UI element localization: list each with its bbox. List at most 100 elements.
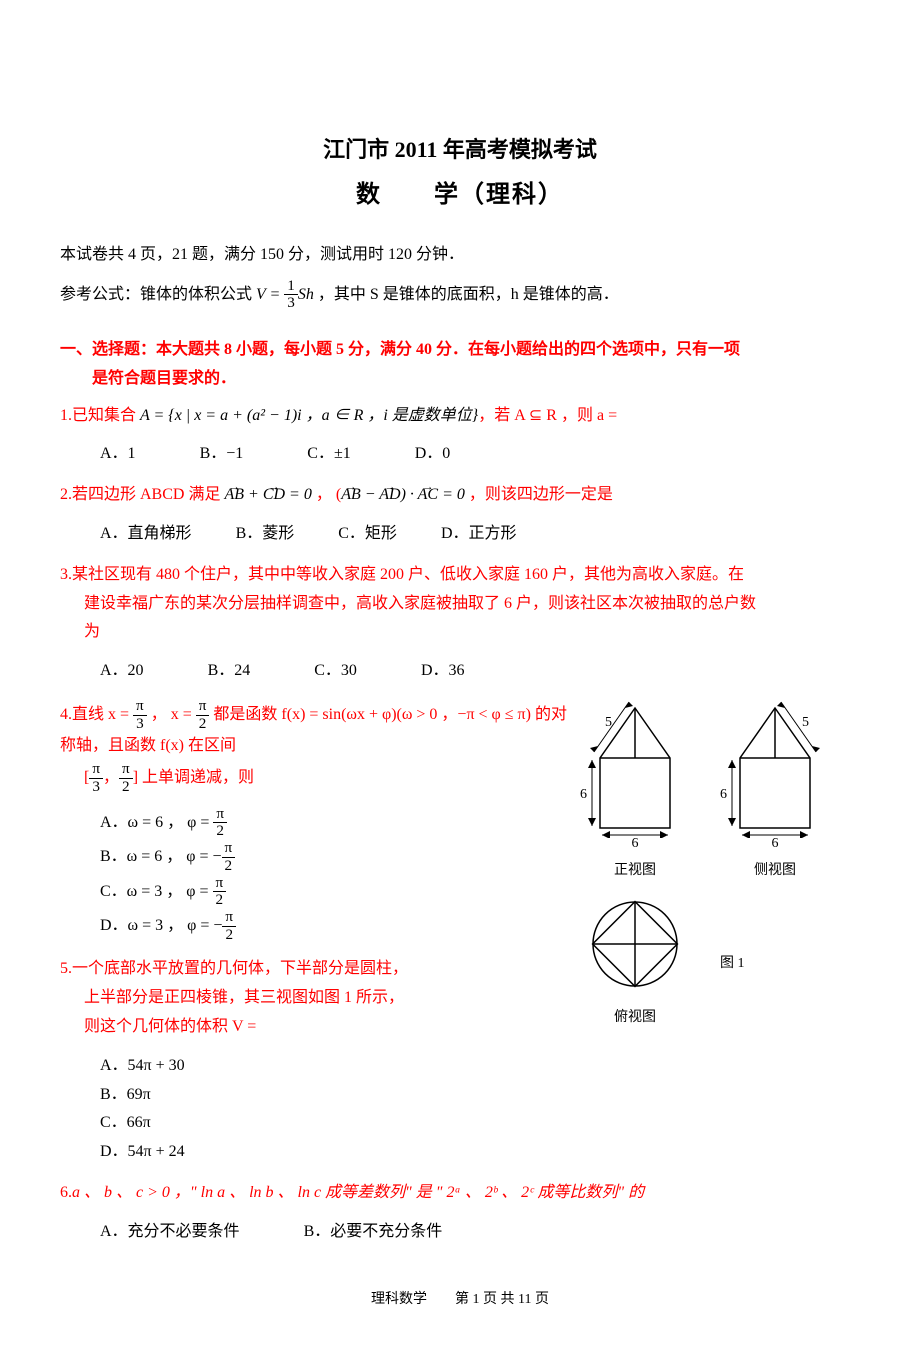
- q4a-num: π: [213, 806, 227, 824]
- q4d-den: 2: [222, 927, 236, 944]
- q1-set: A = {x | x = a + (a² − 1)i ，a ∈ R ，i 是虚数…: [140, 407, 478, 424]
- page-footer: 理科数学 第 1 页 共 11 页: [60, 1287, 860, 1312]
- q4-opt-a: A．ω = 6 ， φ = π2: [100, 806, 360, 840]
- formula-var: V =: [256, 285, 284, 302]
- q1-text-b: ，若 A ⊆ R ，则 a =: [478, 407, 617, 424]
- q4-text-b: ， x =: [147, 706, 196, 723]
- q1-num: 1.: [60, 407, 72, 424]
- q3-line2: 建设幸福广东的某次分层抽样调查中，高收入家庭被抽取了 6 户，则该社区本次被抽取…: [60, 590, 860, 619]
- q3-line3: 为: [60, 618, 860, 647]
- section-line-1: 一、选择题：本大题共 8 小题，每小题 5 分，满分 40 分．在每小题给出的四…: [60, 336, 860, 365]
- formula-suffix: ，其中 S 是锥体的底面积，h 是锥体的高．: [314, 285, 619, 302]
- q1-opt-d: D．0: [415, 440, 451, 469]
- q1-opt-c: C．±1: [307, 440, 350, 469]
- q2-mid: ， (: [312, 486, 341, 503]
- section-header: 一、选择题：本大题共 8 小题，每小题 5 分，满分 40 分．在每小题给出的四…: [60, 336, 860, 394]
- formula-line: 参考公式：锥体的体积公式 V = 13Sh ，其中 S 是锥体的底面积，h 是锥…: [60, 278, 860, 312]
- q4d-pre: D．ω = 3 ， φ = −: [100, 917, 222, 934]
- figure-caption: 图 1: [720, 951, 745, 976]
- q3-opt-c: C．30: [314, 657, 357, 686]
- q6-options: A．充分不必要条件 B．必要不充分条件: [60, 1218, 860, 1247]
- q4-opt-b: B．ω = 6 ， φ = −π2: [100, 840, 360, 874]
- q1-opt-a: A．1: [100, 440, 136, 469]
- q4-opt-c: C．ω = 3 ， φ = π2: [100, 875, 360, 909]
- q4-num: 4.: [60, 706, 72, 723]
- q4-l2f1d: 3: [89, 779, 103, 796]
- q4-l2f2d: 2: [119, 779, 133, 796]
- dim-6v-side: 6: [720, 787, 727, 802]
- frac-num: 1: [284, 278, 298, 296]
- q4-l2b: ] 上单调递减，则: [133, 769, 254, 786]
- q1-opt-b: B．−1: [200, 440, 244, 469]
- q5-opt-a: A．54π + 30: [100, 1052, 360, 1081]
- question-3: 3.某社区现有 480 个住户，其中中等收入家庭 200 户、低收入家庭 160…: [60, 561, 860, 647]
- q5-opt-b: B．69π: [100, 1081, 360, 1110]
- q3-num: 3.: [60, 566, 72, 583]
- section-line-2: 是符合题目要求的．: [60, 365, 860, 394]
- q2-opt-d: D．正方形: [441, 520, 517, 549]
- q1-options: A．1 B．−1 C．±1 D．0: [60, 440, 860, 469]
- question-6: 6.a 、 b 、 c > 0 ，" ln a 、 ln b 、 ln c 成等…: [60, 1179, 860, 1208]
- vec-ab: AB: [224, 486, 244, 503]
- q4d-num: π: [222, 909, 236, 927]
- formula-rest: Sh: [298, 285, 314, 302]
- q4-l2f1n: π: [89, 761, 103, 779]
- q5-options: A．54π + 30 B．69π C．66π D．54π + 24: [60, 1052, 580, 1167]
- q6-opt-a: A．充分不必要条件: [100, 1218, 240, 1247]
- q4c-num: π: [213, 875, 227, 893]
- q2-text-a: 若四边形 ABCD 满足: [72, 486, 224, 503]
- q6-opt-b: B．必要不充分条件: [304, 1218, 443, 1247]
- vec-cd: CD: [263, 486, 285, 503]
- q3-opt-a: A．20: [100, 657, 144, 686]
- q3-options: A．20 B．24 C．30 D．36: [60, 657, 860, 686]
- front-view-label: 正视图: [580, 858, 690, 883]
- page-title-1: 江门市 2011 年高考模拟考试: [60, 130, 860, 170]
- question-4: 4.直线 x = π3 ， x = π2 都是函数 f(x) = sin(ωx …: [60, 698, 580, 796]
- top-view-svg: [580, 894, 690, 994]
- q4-f1n: π: [133, 698, 147, 716]
- q4a-pre: A．ω = 6 ， φ =: [100, 814, 213, 831]
- q4b-pre: B．ω = 6 ， φ = −: [100, 848, 222, 865]
- formula-prefix: 参考公式：锥体的体积公式: [60, 285, 256, 302]
- dim-5-front: 5: [605, 715, 612, 730]
- q4-l2mid: ，: [103, 769, 119, 786]
- q4a-den: 2: [213, 823, 227, 840]
- q4b-den: 2: [222, 858, 236, 875]
- q2-text-b: ，则该四边形一定是: [465, 486, 613, 503]
- q5-line3: 则这个几何体的体积 V =: [60, 1013, 580, 1042]
- q1-text-a: 已知集合: [72, 407, 140, 424]
- q2-eq1: = 0: [285, 486, 312, 503]
- q2-eq2: = 0: [438, 486, 465, 503]
- q3-opt-b: B．24: [208, 657, 251, 686]
- q2-opt-a: A．直角梯形: [100, 520, 192, 549]
- vec-ab2: AB: [341, 486, 361, 503]
- intro-line-1: 本试卷共 4 页，21 题，满分 150 分，测试用时 120 分钟．: [60, 241, 860, 270]
- question-5: 5.一个底部水平放置的几何体，下半部分是圆柱， 上半部分是正四棱锥，其三视图如图…: [60, 955, 580, 1041]
- q4c-pre: C．ω = 3 ， φ =: [100, 882, 213, 899]
- frac-den: 3: [284, 295, 298, 312]
- q5-line2: 上半部分是正四棱锥，其三视图如图 1 所示，: [60, 984, 580, 1013]
- q6-num: 6.: [60, 1184, 72, 1201]
- side-view-svg: 5 6: [720, 698, 830, 838]
- top-view-label: 俯视图: [580, 1005, 690, 1030]
- dim-5-side: 5: [802, 715, 809, 730]
- q4-l2f2n: π: [119, 761, 133, 779]
- q6-text: a 、 b 、 c > 0 ，" ln a 、 ln b 、 ln c 成等差数…: [72, 1184, 644, 1201]
- page-title-2: 数 学（理科）: [60, 174, 860, 217]
- q3-opt-d: D．36: [421, 657, 465, 686]
- q4-opt-d: D．ω = 3 ， φ = −π2: [100, 909, 360, 943]
- dim-6v-front: 6: [580, 787, 587, 802]
- q3-line1: 某社区现有 480 个住户，其中中等收入家庭 200 户、低收入家庭 160 户…: [72, 566, 744, 583]
- q2-options: A．直角梯形 B．菱形 C．矩形 D．正方形: [60, 520, 860, 549]
- q2-opt-c: C．矩形: [338, 520, 397, 549]
- vec-ad: AD: [379, 486, 400, 503]
- q5-line1: 一个底部水平放置的几何体，下半部分是圆柱，: [72, 960, 408, 977]
- q2-opt-b: B．菱形: [236, 520, 295, 549]
- q2-num: 2.: [60, 486, 72, 503]
- q4c-den: 2: [213, 892, 227, 909]
- side-view-label: 侧视图: [720, 858, 830, 883]
- q2-dot: ) ·: [401, 486, 418, 503]
- q4-options: A．ω = 6 ， φ = π2 B．ω = 6 ， φ = −π2 C．ω =…: [60, 806, 580, 944]
- q4-f2n: π: [196, 698, 210, 716]
- question-2: 2.若四边形 ABCD 满足 AB + CD = 0 ， (AB − AD) ·…: [60, 481, 860, 510]
